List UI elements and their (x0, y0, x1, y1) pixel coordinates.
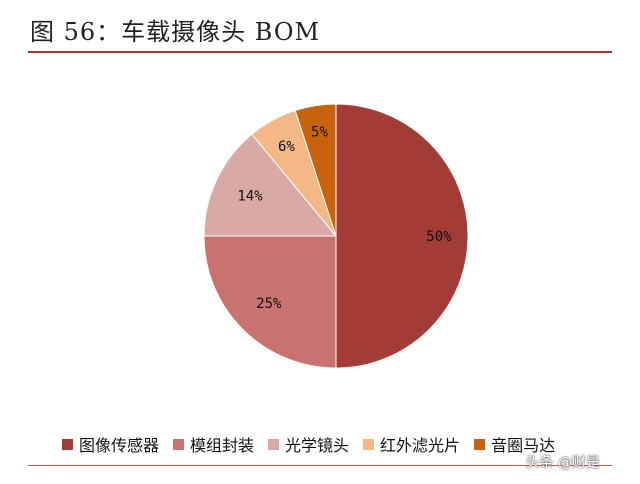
legend-swatch (268, 438, 280, 450)
legend-label: 模组封装 (190, 436, 255, 455)
legend-label: 图像传感器 (79, 436, 160, 455)
legend-item-lens: 光学镜头 (268, 432, 349, 456)
legend-swatch (173, 438, 185, 450)
legend-item-sensor: 图像传感器 (62, 432, 159, 456)
legend-swatch (363, 438, 375, 450)
slice-label: 14% (237, 189, 263, 205)
legend-swatch (62, 438, 73, 450)
slice-module-packaging (203, 235, 337, 369)
chart-title: 图 56：车载摄像头 BOM (30, 18, 321, 46)
chart-legend: 图像传感器 模组封装 光学镜头 红外滤光片 音圈马达 (62, 432, 569, 456)
slice-label: 6% (278, 139, 295, 155)
slice-label: 5% (311, 125, 328, 141)
legend-item-module: 模组封装 (173, 432, 254, 456)
legend-swatch (474, 438, 486, 450)
slice-image-sensor (335, 103, 469, 369)
watermark: 头条 @财是 (525, 455, 600, 471)
legend-label: 音圈马达 (491, 436, 556, 455)
bottom-divider (28, 465, 612, 466)
slice-voice-coil-motor (294, 103, 337, 237)
slice-optical-lens (203, 133, 338, 237)
legend-item-ir-filter: 红外滤光片 (363, 432, 460, 456)
title-divider (28, 51, 612, 53)
slice-label: 50% (426, 229, 452, 245)
legend-label: 光学镜头 (285, 436, 350, 455)
legend-label: 红外滤光片 (380, 436, 461, 455)
slice-label: 25% (256, 296, 282, 312)
legend-item-vcm: 音圈马达 (474, 432, 555, 456)
